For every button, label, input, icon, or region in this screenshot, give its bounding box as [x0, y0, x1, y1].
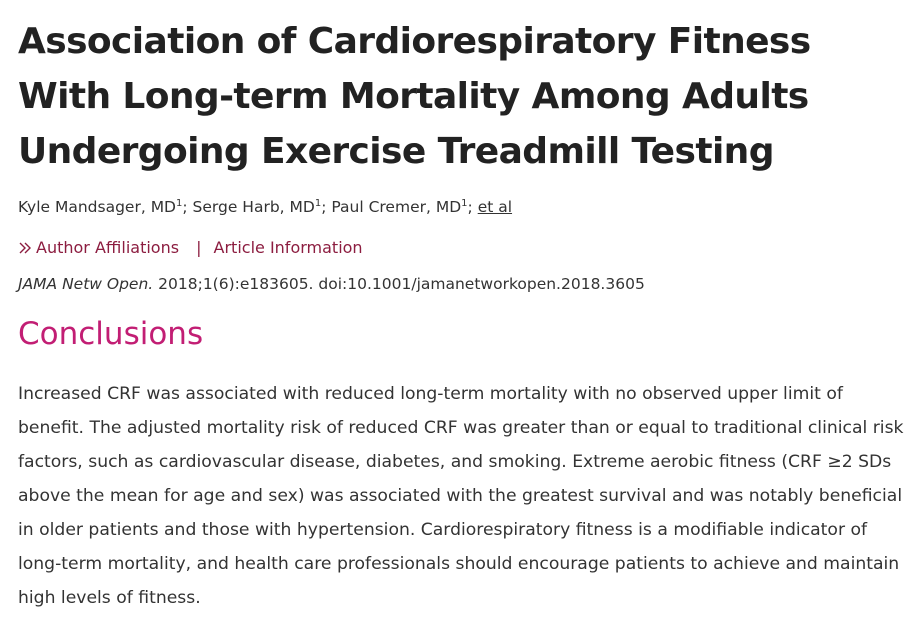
affiliation-marker: 1	[314, 197, 322, 209]
author-name[interactable]: Kyle Mandsager, MD	[18, 198, 176, 216]
article-title: Association of Cardiorespiratory Fitness…	[18, 21, 811, 172]
author-separator: ;	[182, 198, 193, 216]
journal-name: JAMA Netw Open.	[18, 275, 154, 293]
author-separator: ;	[467, 198, 478, 216]
et-al-link[interactable]: et al	[477, 198, 513, 216]
link-separator: |	[196, 238, 202, 257]
author-name[interactable]: Paul Cremer, MD	[331, 198, 462, 216]
section-heading: Conclusions	[18, 316, 204, 352]
article-links: Author Affiliations | Article Information	[18, 237, 363, 259]
affiliation-marker: 1	[176, 197, 183, 209]
citation: JAMA Netw Open. 2018;1(6):e183605. doi:1…	[18, 273, 645, 295]
author-affiliations-label: Author Affiliations	[36, 238, 180, 257]
section-body: Increased CRF was associated with reduce…	[18, 384, 904, 608]
author-list: Kyle Mandsager, MD1; Serge Harb, MD1; Pa…	[18, 196, 512, 218]
double-chevron-right-icon	[19, 242, 31, 254]
affiliation-marker: 1	[461, 197, 468, 209]
author-name[interactable]: Serge Harb, MD	[192, 198, 315, 216]
citation-reference: 2018;1(6):e183605. doi:10.1001/jamanetwo…	[153, 275, 645, 293]
author-affiliations-link[interactable]: Author Affiliations	[18, 238, 184, 257]
article-information-link[interactable]: Article Information	[213, 238, 363, 257]
author-separator: ;	[321, 198, 332, 216]
